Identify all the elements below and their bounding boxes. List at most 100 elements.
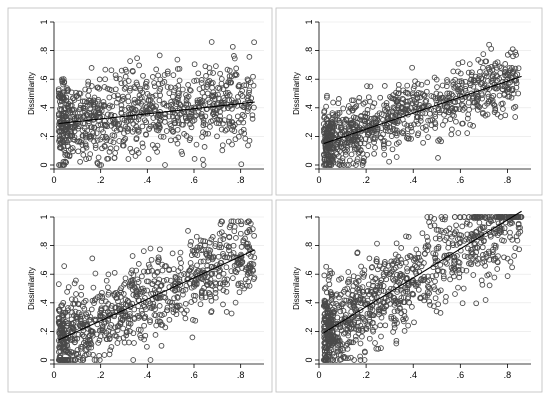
data-point (408, 128, 415, 135)
data-point (360, 288, 367, 295)
data-point (135, 315, 142, 321)
data-point (204, 106, 210, 112)
data-point (515, 90, 522, 97)
data-point (202, 290, 209, 296)
data-point (143, 131, 149, 138)
data-point (425, 134, 431, 140)
data-point (111, 132, 118, 139)
data-point (469, 251, 476, 257)
data-point (494, 64, 500, 71)
data-point (488, 63, 495, 70)
data-point (106, 335, 113, 342)
data-point (421, 292, 427, 299)
data-point (95, 122, 101, 128)
data-point (187, 121, 193, 128)
data-point (86, 317, 93, 323)
data-point (425, 243, 432, 250)
data-point (417, 257, 424, 264)
data-point (390, 92, 396, 98)
data-point (100, 101, 107, 108)
data-point (141, 322, 147, 329)
data-point (156, 294, 163, 301)
data-point (402, 89, 409, 96)
data-point (238, 244, 245, 250)
data-point (404, 268, 411, 275)
data-point (357, 134, 363, 141)
data-point (126, 313, 133, 320)
data-point (374, 112, 381, 119)
data-point (381, 102, 387, 109)
data-point (366, 118, 372, 125)
data-point (230, 242, 237, 249)
x-tick-label: .4 (144, 370, 152, 380)
data-point (238, 253, 245, 259)
data-point (171, 98, 178, 105)
data-point (324, 94, 330, 101)
data-point (203, 84, 210, 90)
data-point (380, 283, 387, 289)
data-point (400, 316, 406, 323)
data-point (141, 336, 147, 343)
data-point (438, 227, 445, 234)
data-point (63, 113, 70, 120)
data-point (365, 143, 372, 149)
data-point (86, 351, 92, 357)
data-point (464, 231, 471, 238)
data-point (77, 102, 84, 109)
data-point (459, 267, 466, 273)
data-point (248, 260, 255, 267)
data-point (55, 86, 62, 93)
y-tick-label: 0 (304, 162, 314, 167)
data-point (226, 73, 233, 80)
data-point (366, 130, 373, 137)
data-point (516, 246, 522, 253)
data-point (179, 151, 186, 157)
data-point (138, 94, 145, 101)
data-point (94, 137, 101, 144)
data-point (82, 141, 89, 148)
fitted-line (323, 210, 522, 334)
data-point (209, 79, 216, 86)
data-point (377, 306, 384, 312)
data-point (88, 65, 95, 71)
data-point (218, 229, 225, 236)
data-point (91, 297, 98, 304)
data-point (457, 70, 464, 77)
data-point (57, 141, 64, 147)
data-point (478, 75, 485, 81)
data-point (491, 274, 498, 281)
data-point (392, 264, 399, 271)
data-point (158, 342, 165, 349)
data-point (250, 82, 257, 89)
data-point (195, 104, 202, 110)
data-point (91, 124, 98, 131)
data-point (329, 270, 335, 277)
data-point (153, 322, 160, 329)
data-point (508, 87, 515, 93)
panel-frame (275, 7, 543, 196)
data-point (60, 158, 67, 165)
data-point (378, 345, 384, 351)
data-point (377, 302, 384, 309)
data-point (475, 56, 482, 63)
data-point (470, 272, 477, 278)
data-point (336, 119, 343, 126)
data-point (382, 259, 388, 265)
data-point (106, 94, 113, 101)
data-point (191, 283, 197, 290)
data-point (250, 276, 257, 282)
data-point (198, 274, 204, 281)
data-point (176, 105, 183, 112)
chart-panel-4: 0 .2 .4 .6 .8 1 0 .2 .4 .6 .8 Dissimilarity (275, 199, 543, 393)
data-point (157, 246, 163, 253)
data-point (223, 288, 230, 295)
data-point (400, 130, 406, 137)
data-point (222, 127, 229, 134)
data-point (372, 134, 378, 141)
data-point (352, 138, 358, 145)
data-point (331, 353, 338, 360)
data-point (184, 276, 191, 282)
data-point (56, 307, 62, 313)
data-point (328, 336, 335, 343)
